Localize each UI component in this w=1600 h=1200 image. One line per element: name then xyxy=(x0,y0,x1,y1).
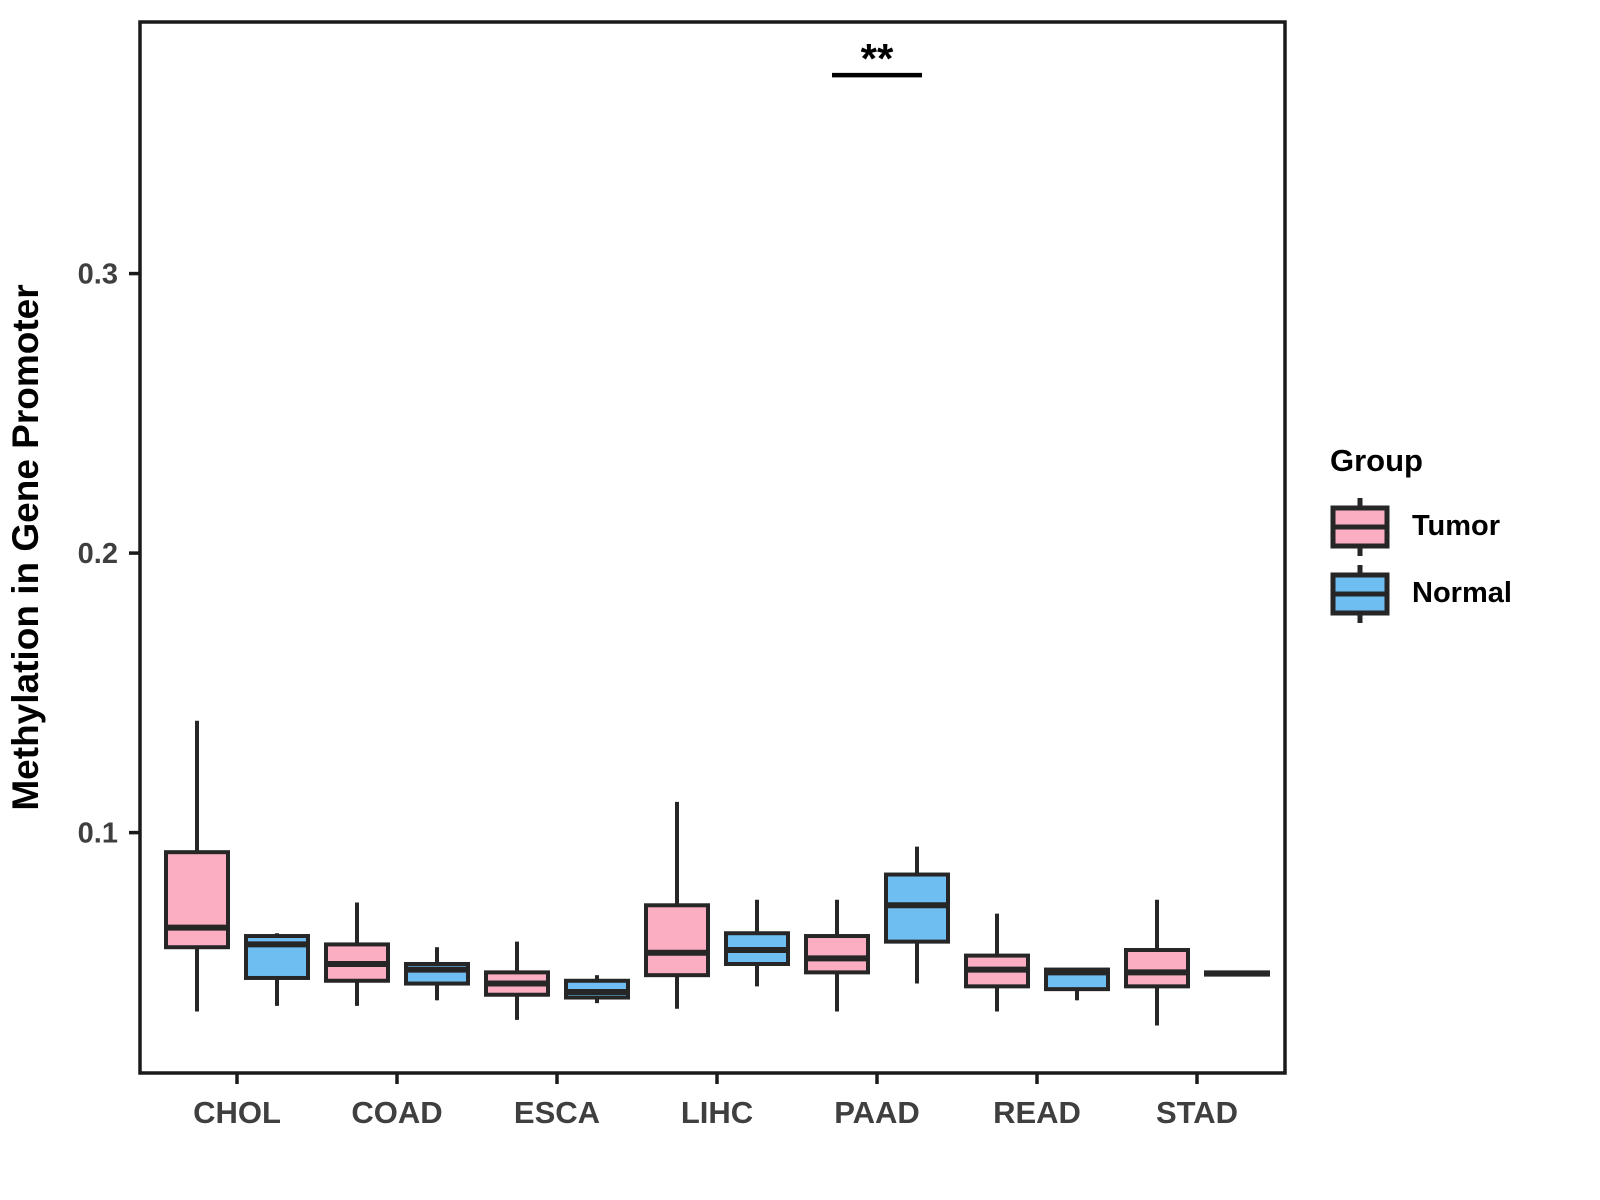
legend-label-tumor: Tumor xyxy=(1412,510,1501,542)
y-tick-label: 0.2 xyxy=(78,538,118,570)
x-tick-label-stad: STAD xyxy=(1156,1095,1238,1130)
box-tumor-stad xyxy=(1124,948,1190,989)
x-tick-label-esca: ESCA xyxy=(514,1095,600,1130)
box-tumor-lihc xyxy=(644,903,710,978)
y-tick-label: 0.3 xyxy=(78,259,118,291)
box-tumor-chol xyxy=(164,850,230,950)
y-axis-title: Methylation in Gene Promoter xyxy=(5,284,46,810)
x-tick-label-lihc: LIHC xyxy=(681,1095,753,1130)
tumor-boxplot-key-icon xyxy=(1330,497,1390,556)
legend-item-tumor: Tumor xyxy=(1330,493,1570,560)
legend: Group Tumor Normal xyxy=(1330,443,1570,627)
x-tick-label-coad: COAD xyxy=(351,1095,442,1130)
panel-border xyxy=(138,20,1287,1075)
legend-label-normal: Normal xyxy=(1412,577,1512,609)
y-tick-label: 0.1 xyxy=(78,818,118,850)
legend-title: Group xyxy=(1330,443,1423,478)
normal-boxplot-key-icon xyxy=(1330,564,1390,623)
significance-stars: ** xyxy=(861,35,894,82)
x-tick-label-paad: PAAD xyxy=(834,1095,920,1130)
x-tick-label-read: READ xyxy=(993,1095,1081,1130)
legend-item-normal: Normal xyxy=(1330,560,1570,627)
box-tumor-paad xyxy=(804,934,870,975)
x-tick-label-chol: CHOL xyxy=(193,1095,281,1130)
